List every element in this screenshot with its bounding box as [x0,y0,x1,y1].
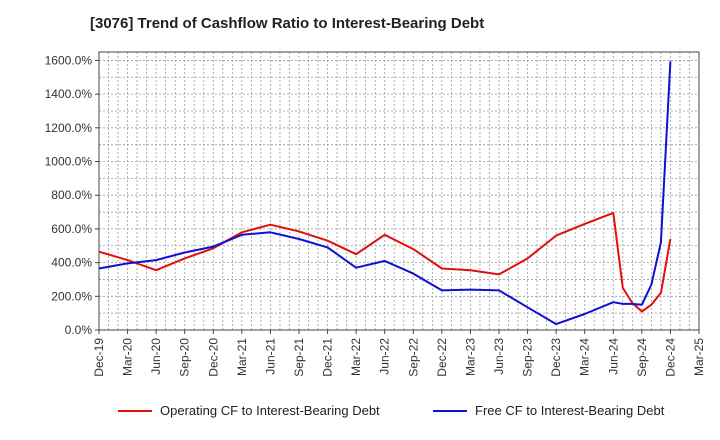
x-tick-label: Sep-21 [292,338,306,377]
legend-label-operating-cf: Operating CF to Interest-Bearing Debt [160,403,380,418]
y-tick-label: 1200.0% [45,121,93,135]
x-tick-label: Sep-23 [521,338,535,377]
y-tick-label: 1600.0% [45,53,93,67]
x-tick-label: Dec-23 [549,338,563,377]
x-tick-label: Jun-23 [492,338,506,375]
x-tick-label: Mar-25 [692,338,706,376]
chart-title: [3076] Trend of Cashflow Ratio to Intere… [90,15,485,32]
legend-item-free-cf: Free CF to Interest-Bearing Debt [433,403,664,418]
x-tick-label: Dec-22 [435,338,449,377]
plot-frame [98,51,700,331]
x-axis-ticks: Dec-19 Mar-20 Jun-20 Sep-20 Dec-20 Mar-21 Jun-… [92,330,706,377]
legend-swatch-free-cf [433,409,467,412]
y-tick-label: 800.0% [51,188,92,202]
x-tick-label: Mar-21 [235,338,249,376]
y-tick-label: 1000.0% [45,155,93,169]
x-tick-label: Sep-20 [178,338,192,377]
x-tick-label: Dec-21 [321,338,335,377]
x-tick-label: Jun-22 [378,338,392,375]
x-tick-label: Mar-23 [463,338,477,376]
y-tick-label: 600.0% [51,222,92,236]
legend: Operating CF to Interest-Bearing Debt Fr… [0,403,720,425]
grid-layer [99,52,699,330]
x-tick-label: Sep-22 [406,338,420,377]
x-tick-label: Dec-19 [92,338,106,377]
y-tick-label: 200.0% [51,289,92,303]
legend-label-free-cf: Free CF to Interest-Bearing Debt [475,403,665,418]
x-tick-label: Jun-21 [263,338,277,375]
series-layer [98,61,672,326]
y-tick-label: 0.0% [65,323,93,337]
y-tick-label: 400.0% [51,256,92,270]
legend-item-operating-cf: Operating CF to Interest-Bearing Debt [118,403,380,418]
x-tick-label: Dec-20 [206,338,220,377]
x-tick-label: Jun-24 [606,338,620,375]
x-tick-label: Dec-24 [663,338,677,377]
legend-swatch-operating-cf [118,409,152,412]
y-axis-ticks: 0.0% 200.0% 400.0% 600.0% 800.0% 1000.0% 1200.… [45,53,99,337]
series-line-1 [98,61,672,326]
x-tick-label: Mar-20 [121,338,135,376]
x-tick-label: Jun-20 [149,338,163,375]
x-tick-label: Sep-24 [635,338,649,377]
y-tick-label: 1400.0% [45,87,93,101]
x-tick-label: Mar-24 [578,338,592,376]
x-tick-label: Mar-22 [349,338,363,376]
